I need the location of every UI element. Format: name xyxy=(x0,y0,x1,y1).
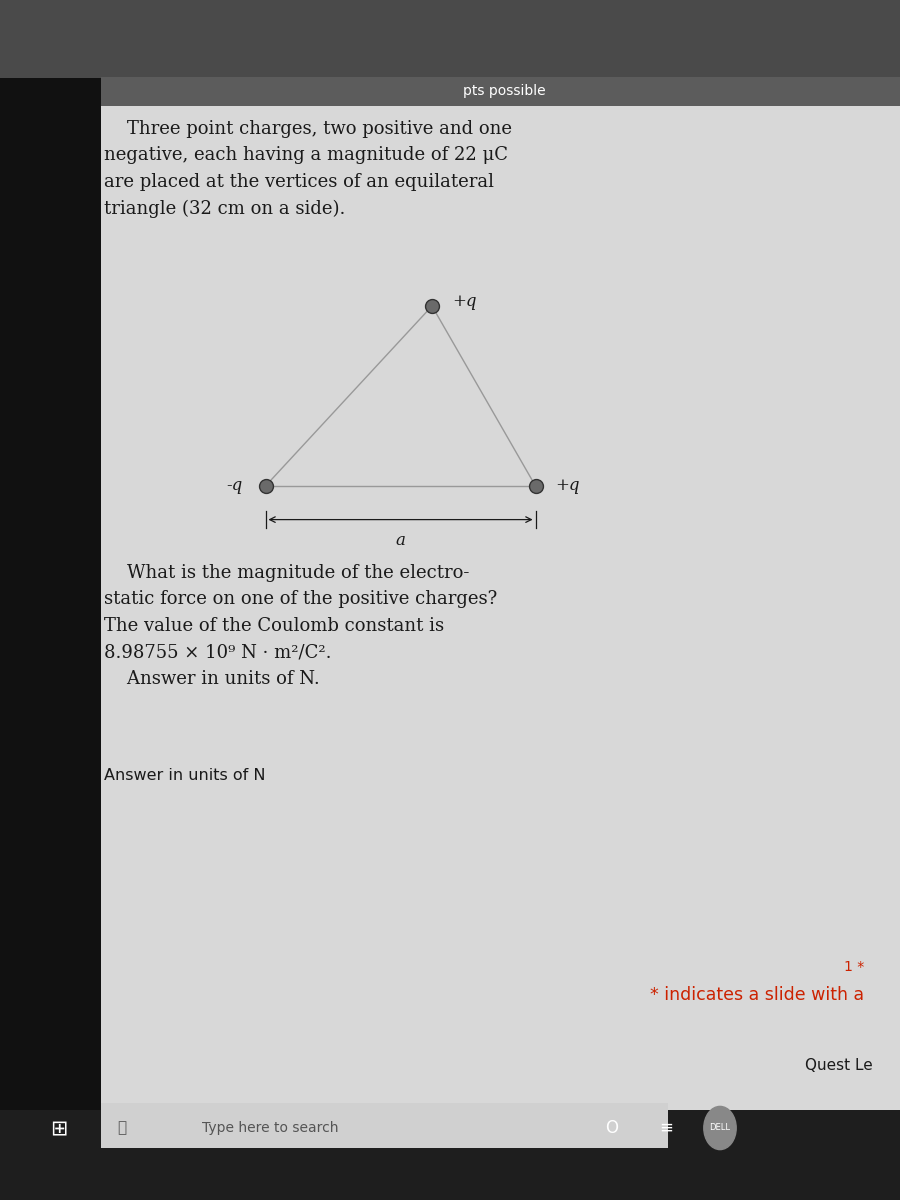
Text: Answer in units of N: Answer in units of N xyxy=(104,768,265,782)
Text: 1 *: 1 * xyxy=(844,960,864,974)
Text: O: O xyxy=(606,1118,618,1138)
Text: -q: -q xyxy=(227,478,243,494)
Text: Three point charges, two positive and one
negative, each having a magnitude of 2: Three point charges, two positive and on… xyxy=(104,120,511,217)
Text: ⌕: ⌕ xyxy=(117,1121,126,1135)
Bar xyxy=(0,1110,900,1200)
Text: a: a xyxy=(396,532,405,548)
Bar xyxy=(0,0,900,78)
Text: ⊞: ⊞ xyxy=(50,1118,68,1138)
Text: Quest Le: Quest Le xyxy=(806,1058,873,1073)
Text: DELL: DELL xyxy=(709,1123,731,1133)
Text: Type here to search: Type here to search xyxy=(202,1121,338,1135)
Point xyxy=(425,296,439,316)
Text: pts possible: pts possible xyxy=(463,84,545,98)
Bar xyxy=(101,77,900,106)
Point xyxy=(258,476,273,496)
Text: +q: +q xyxy=(452,293,476,310)
Bar xyxy=(0,0,101,1110)
Text: What is the magnitude of the electro-
static force on one of the positive charge: What is the magnitude of the electro- st… xyxy=(104,564,497,688)
Bar xyxy=(101,1103,668,1148)
Circle shape xyxy=(704,1106,736,1150)
Text: * indicates a slide with a: * indicates a slide with a xyxy=(650,986,864,1004)
Text: +q: +q xyxy=(555,478,580,494)
Point xyxy=(528,476,543,496)
Bar xyxy=(101,78,900,1110)
Text: ≡: ≡ xyxy=(659,1118,673,1138)
